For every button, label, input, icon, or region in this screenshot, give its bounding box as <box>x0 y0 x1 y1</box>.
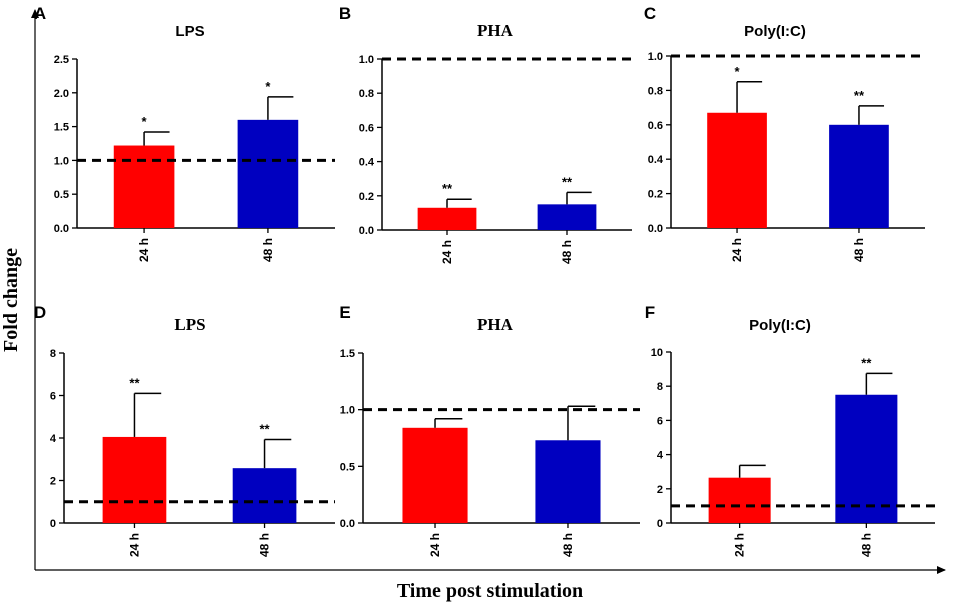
y-tick-label: 0.0 <box>54 223 69 235</box>
x-tick-label: 24 h <box>440 240 454 264</box>
panel-title: Poly(I:C) <box>744 23 806 40</box>
y-tick-label: 0.8 <box>648 85 663 97</box>
y-tick-label: 2.5 <box>54 54 69 66</box>
significance-mark: * <box>735 64 741 79</box>
bar-48h <box>232 468 297 523</box>
x-tick-label: 48 h <box>852 238 866 262</box>
x-tick-label: 48 h <box>261 238 275 262</box>
panel-letter: C <box>644 4 656 23</box>
x-tick-label: 48 h <box>258 533 272 557</box>
x-tick-label: 24 h <box>730 238 744 262</box>
panel-b: B PHA 0.0 0.2 0.4 0.6 0.8 1.0 ** 24 h ** 48 h <box>339 4 632 264</box>
y-tick-label: 2 <box>50 476 56 488</box>
y-tick-label: 1.0 <box>359 54 374 66</box>
bar-24h <box>417 207 477 230</box>
y-tick-label: 0.2 <box>648 189 663 201</box>
panel-letter: F <box>645 303 655 322</box>
y-tick-label: 0.5 <box>340 461 355 473</box>
panel-d: D LPS 0 2 4 6 8 ** 24 h ** 48 h <box>34 303 335 557</box>
y-tick-label: 6 <box>50 391 56 403</box>
panel-title: PHA <box>477 21 514 40</box>
y-tick-label: 0.8 <box>359 88 374 100</box>
panel-a: A LPS 0.0 0.5 1.0 1.5 2.0 2.5 * 24 h * 48 h <box>34 4 335 262</box>
x-tick-label: 48 h <box>859 533 873 557</box>
y-tick-label: 1.0 <box>54 155 69 167</box>
y-tick-label: 1.5 <box>340 348 355 360</box>
panel-letter: E <box>339 303 350 322</box>
y-tick-label: 0.0 <box>648 223 663 235</box>
y-tick-label: 0.2 <box>359 191 374 203</box>
significance-mark: ** <box>442 181 453 196</box>
y-tick-label: 8 <box>50 348 56 360</box>
y-tick-label: 0.6 <box>359 122 374 134</box>
y-tick-label: 6 <box>657 415 663 427</box>
y-tick-label: 1.5 <box>54 122 69 134</box>
bar-48h <box>829 124 889 228</box>
figure-ylabel: Fold change <box>0 248 22 352</box>
bar-24h <box>113 145 175 228</box>
significance-mark: * <box>142 114 148 129</box>
y-tick-label: 4 <box>50 433 57 445</box>
panels: A LPS 0.0 0.5 1.0 1.5 2.0 2.5 * 24 h * 48 h B PHA 0.0 0… <box>34 4 935 557</box>
bar-24h <box>708 477 771 523</box>
significance-mark: ** <box>259 421 270 436</box>
bar-48h <box>835 394 898 523</box>
y-tick-label: 0.0 <box>340 518 355 530</box>
y-tick-label: 4 <box>657 450 664 462</box>
y-tick-label: 0.4 <box>359 157 375 169</box>
panel-title: LPS <box>174 315 205 334</box>
y-tick-label: 1.0 <box>648 51 663 63</box>
panel-f: F Poly(I:C) 0 2 4 6 8 10 24 h ** 48 h <box>645 303 935 557</box>
bar-48h <box>535 440 601 523</box>
x-tick-label: 48 h <box>560 240 574 264</box>
panel-letter: B <box>339 4 351 23</box>
panel-c: C Poly(I:C) 0.0 0.2 0.4 0.6 0.8 1.0 * 24 h ** 48 h <box>644 4 925 262</box>
x-tick-label: 24 h <box>428 533 442 557</box>
y-tick-label: 0 <box>50 518 56 530</box>
bar-24h <box>707 112 767 228</box>
y-tick-label: 0 <box>657 518 663 530</box>
significance-mark: ** <box>562 174 573 189</box>
y-tick-label: 8 <box>657 381 663 393</box>
figure-xlabel: Time post stimulation <box>397 580 583 602</box>
x-tick-label: 48 h <box>561 533 575 557</box>
panel-e: E PHA 0.0 0.5 1.0 1.5 24 h 48 h <box>339 303 640 557</box>
x-tick-label: 24 h <box>137 238 151 262</box>
bar-48h <box>237 119 299 228</box>
panel-title: LPS <box>175 23 204 40</box>
x-tick-label: 24 h <box>733 533 747 557</box>
significance-mark: ** <box>861 355 872 370</box>
significance-mark: ** <box>129 375 140 390</box>
significance-mark: ** <box>854 88 865 103</box>
y-tick-label: 2 <box>657 484 663 496</box>
y-tick-label: 0.6 <box>648 120 663 132</box>
panel-letter: A <box>34 4 46 23</box>
y-tick-label: 0.0 <box>359 225 374 237</box>
bar-24h <box>102 436 167 523</box>
significance-mark: * <box>265 79 271 94</box>
bar-48h <box>537 204 597 230</box>
y-tick-label: 0.4 <box>648 154 664 166</box>
y-tick-label: 10 <box>651 347 663 359</box>
panel-title: Poly(I:C) <box>749 317 811 334</box>
y-tick-label: 0.5 <box>54 189 69 201</box>
panel-title: PHA <box>477 315 514 334</box>
bar-24h <box>402 427 468 523</box>
y-tick-label: 1.0 <box>340 405 355 417</box>
panel-letter: D <box>34 303 46 322</box>
y-tick-label: 2.0 <box>54 88 69 100</box>
x-tick-label: 24 h <box>127 533 141 557</box>
